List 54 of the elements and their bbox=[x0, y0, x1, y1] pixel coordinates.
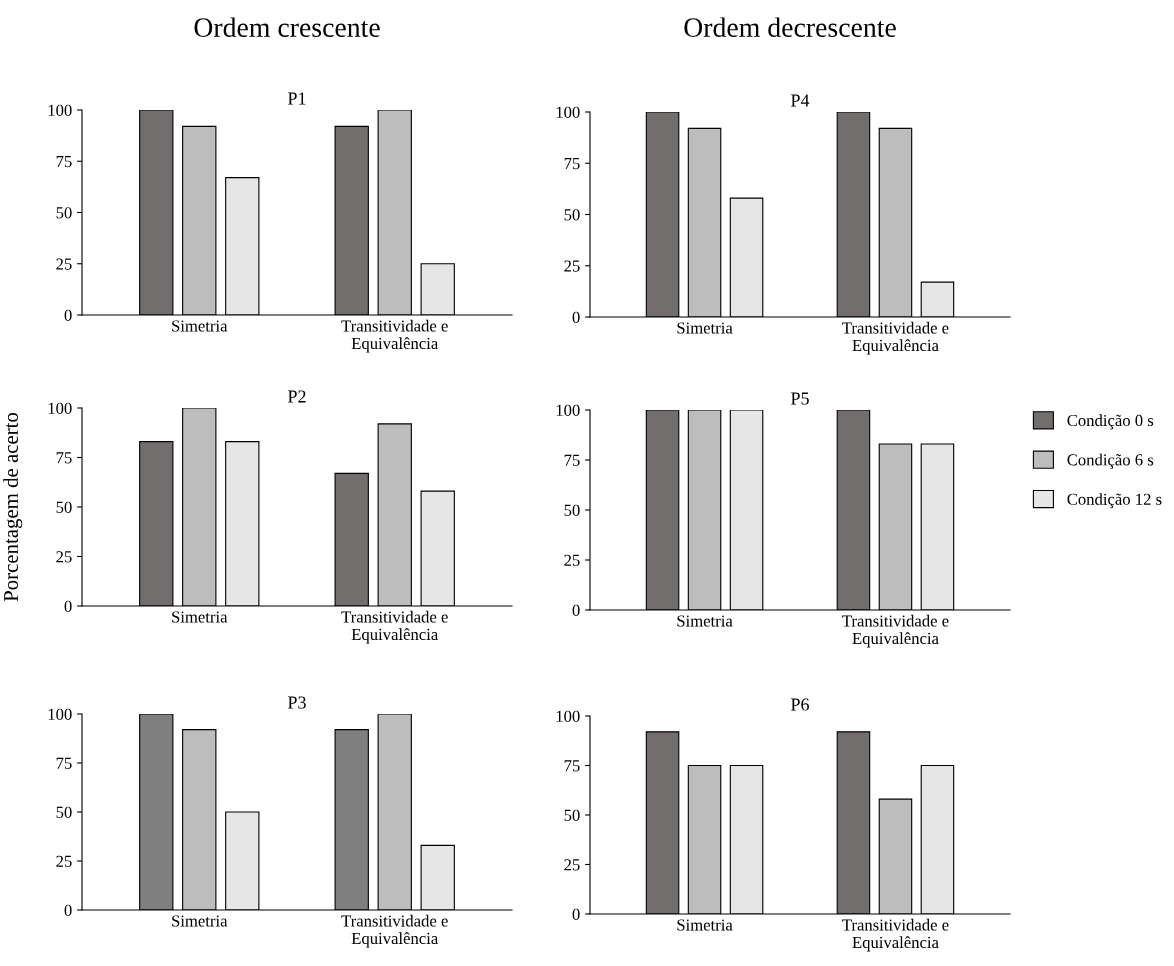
text: Ordem crescente bbox=[194, 17, 380, 37]
y-tick-label: 25 bbox=[564, 859, 580, 871]
y-tick-label: 0 bbox=[572, 908, 580, 920]
x-tick-label: Simetria bbox=[172, 915, 228, 927]
x-tick-label: Simetria bbox=[677, 322, 733, 334]
y-tick-label: 0 bbox=[64, 309, 72, 321]
x-tick-label: Transitividade e Equivalência bbox=[341, 319, 448, 353]
legend-label: Condição 0 s bbox=[1067, 414, 1154, 430]
x-tick-label: Transitividade e Equivalência bbox=[842, 614, 949, 648]
y-tick-label: 75 bbox=[56, 452, 72, 464]
y-tick-label: 0 bbox=[572, 604, 580, 616]
y-tick-label: 75 bbox=[564, 760, 580, 772]
y-tick-label: 75 bbox=[56, 156, 72, 168]
y-tick-label: 0 bbox=[572, 311, 580, 323]
y-tick-label: 25 bbox=[56, 855, 72, 867]
y-tick-label: 100 bbox=[556, 710, 580, 722]
chart-title: P2 bbox=[287, 390, 306, 403]
legend-label: Condição 12 s bbox=[1067, 493, 1162, 509]
y-tick-label: 0 bbox=[64, 600, 72, 612]
y-tick-label: 75 bbox=[564, 158, 580, 170]
chart-title: P5 bbox=[790, 392, 809, 405]
y-axis-title: Porcentagem de acerto bbox=[3, 412, 23, 602]
y-tick-label: 75 bbox=[564, 454, 580, 466]
y-tick-label: 25 bbox=[564, 554, 580, 566]
y-tick-label: 25 bbox=[564, 260, 580, 272]
x-tick-label: Simetria bbox=[677, 919, 733, 931]
y-tick-label: 75 bbox=[56, 757, 72, 769]
chart-title: P1 bbox=[287, 92, 306, 105]
y-tick-label: 100 bbox=[556, 106, 580, 118]
y-tick-label: 100 bbox=[48, 402, 72, 414]
y-tick-label: 50 bbox=[564, 209, 580, 221]
chart-title: P4 bbox=[790, 94, 810, 107]
x-tick-label: Simetria bbox=[172, 320, 228, 332]
y-tick-label: 100 bbox=[48, 104, 72, 116]
y-tick-label: 25 bbox=[56, 258, 72, 270]
y-tick-label: 100 bbox=[556, 404, 580, 416]
y-tick-label: 50 bbox=[56, 501, 72, 513]
x-tick-label: Simetria bbox=[172, 611, 228, 623]
y-tick-label: 0 bbox=[64, 904, 72, 916]
legend-label: Condição 6 s bbox=[1067, 453, 1154, 469]
x-tick-label: Transitividade e Equivalência bbox=[341, 914, 448, 948]
x-tick-label: Transitividade e Equivalência bbox=[341, 610, 448, 644]
y-tick-label: 50 bbox=[56, 806, 72, 818]
y-tick-label: 50 bbox=[564, 809, 580, 821]
y-tick-label: 25 bbox=[56, 551, 72, 563]
y-tick-label: 50 bbox=[564, 504, 580, 516]
x-tick-label: Transitividade e Equivalência bbox=[842, 321, 949, 355]
y-tick-label: 100 bbox=[48, 708, 72, 720]
chart-title: P6 bbox=[790, 698, 809, 711]
y-tick-label: 50 bbox=[56, 207, 72, 219]
text: Ordem decrescente bbox=[684, 17, 896, 37]
x-tick-label: Transitividade e Equivalência bbox=[842, 918, 949, 952]
chart-title: P3 bbox=[287, 696, 306, 709]
x-tick-label: Simetria bbox=[677, 615, 733, 627]
